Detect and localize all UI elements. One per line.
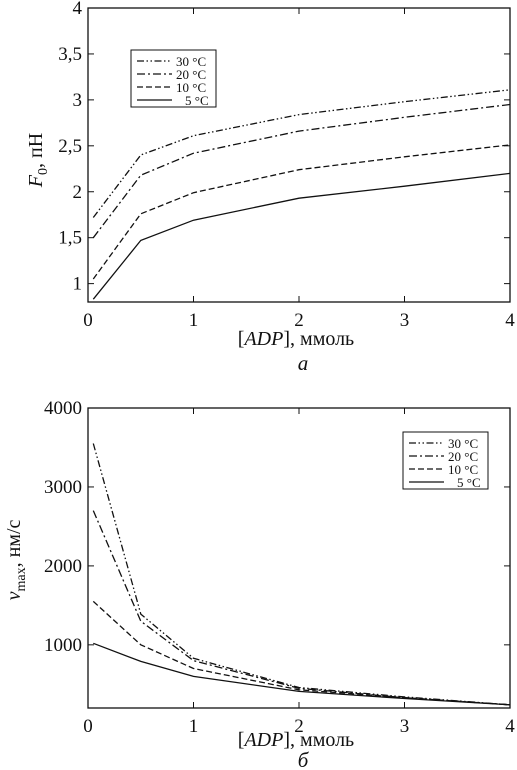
series-group (92, 443, 511, 706)
legend: 30 °C 20 °C 10 °C 5 °C (130, 49, 217, 108)
panel-label-a: а (298, 351, 309, 375)
panel-label-b: б (298, 748, 310, 770)
series-line-0 (92, 443, 511, 706)
x-tick-label: 1 (189, 716, 199, 737)
y-tick-label: 4000 (44, 398, 82, 419)
x-tick-label: 0 (83, 716, 93, 737)
legend-label-5c: 5 °C (457, 475, 481, 490)
series-line-3 (92, 172, 511, 300)
y-tick-label: 2 (73, 182, 83, 203)
legend-label-30c: 30 °C (448, 436, 478, 451)
legend-label-20c: 20 °C (176, 67, 206, 82)
y-ticks: 1000 2000 3000 4000 (44, 398, 510, 656)
y-tick-label: 4 (73, 0, 83, 19)
y-axis-label: F0, пН (25, 133, 51, 188)
chart-panel-b: 1000 2000 3000 4000 0 1 2 3 4 30 °C 20 °C 10 °C… (3, 398, 515, 770)
x-tick-label: 0 (83, 310, 93, 331)
y-tick-label: 1 (73, 274, 83, 295)
legend: 30 °C 20 °C 10 °C 5 °C (402, 431, 489, 490)
y-ticks: 1 1,5 2 2,5 3 3,5 4 (58, 0, 510, 295)
x-tick-label: 3 (400, 716, 410, 737)
y-tick-label: 3 (73, 90, 83, 111)
legend-box (402, 431, 489, 490)
series-line-2 (92, 144, 511, 280)
series-group (92, 89, 511, 300)
series-line-3 (93, 642, 511, 706)
y-tick-label: 2,5 (58, 136, 82, 157)
x-axis-label: [ADP], ммоль (238, 729, 354, 751)
x-tick-label: 3 (400, 310, 410, 331)
x-axis-label: [ADP], ммоль (238, 328, 354, 350)
legend-box (130, 49, 217, 108)
x-tick-label: 2 (294, 310, 304, 331)
x-ticks: 0 1 2 3 4 (83, 8, 515, 331)
y-tick-label: 3000 (44, 477, 82, 498)
y-tick-label: 1000 (44, 635, 82, 656)
series-line-1 (92, 103, 511, 239)
series-line-2 (92, 600, 511, 706)
legend-label-20c: 20 °C (448, 449, 478, 464)
legend-label-30c: 30 °C (176, 54, 206, 69)
legend-label-5c: 5 °C (185, 93, 209, 108)
x-tick-label: 4 (505, 310, 515, 331)
y-tick-label: 2000 (44, 556, 82, 577)
y-axis-label: vmax, нм/с (3, 519, 29, 600)
series-line-1 (92, 510, 511, 706)
x-ticks: 0 1 2 3 4 (83, 408, 515, 737)
legend-label-10c: 10 °C (448, 462, 478, 477)
x-tick-label: 1 (189, 310, 199, 331)
x-tick-label: 2 (294, 716, 304, 737)
x-tick-label: 4 (505, 716, 515, 737)
y-tick-label: 1,5 (58, 228, 82, 249)
y-tick-label: 3,5 (58, 44, 82, 65)
legend-label-10c: 10 °C (176, 80, 206, 95)
